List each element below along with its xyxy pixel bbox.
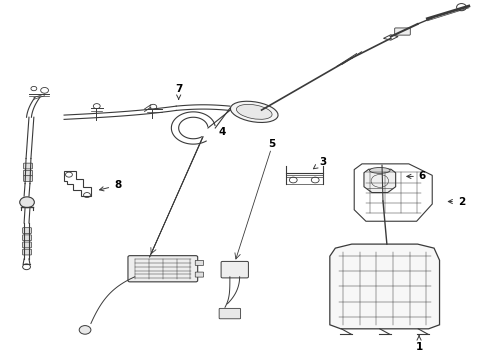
FancyBboxPatch shape [195, 260, 203, 265]
Text: 8: 8 [100, 180, 121, 191]
FancyBboxPatch shape [23, 176, 32, 181]
FancyBboxPatch shape [22, 242, 31, 248]
FancyBboxPatch shape [23, 170, 32, 176]
Text: 3: 3 [313, 157, 325, 169]
FancyBboxPatch shape [221, 261, 248, 278]
Ellipse shape [236, 104, 271, 119]
FancyBboxPatch shape [394, 28, 409, 35]
Text: 4: 4 [219, 127, 226, 136]
Text: 2: 2 [447, 197, 464, 207]
FancyBboxPatch shape [22, 249, 31, 255]
Text: 7: 7 [175, 84, 182, 99]
Text: 5: 5 [267, 139, 274, 149]
Text: 1: 1 [415, 336, 422, 352]
FancyBboxPatch shape [128, 256, 197, 282]
Circle shape [79, 325, 91, 334]
FancyBboxPatch shape [219, 309, 240, 319]
Circle shape [20, 197, 34, 208]
Ellipse shape [369, 167, 389, 173]
Circle shape [22, 264, 30, 270]
Ellipse shape [230, 101, 278, 122]
Polygon shape [363, 169, 395, 193]
FancyBboxPatch shape [23, 163, 32, 169]
FancyBboxPatch shape [22, 235, 31, 240]
Circle shape [456, 4, 466, 11]
FancyBboxPatch shape [195, 272, 203, 277]
Text: 6: 6 [406, 171, 425, 181]
FancyBboxPatch shape [22, 228, 31, 233]
Polygon shape [329, 244, 439, 329]
